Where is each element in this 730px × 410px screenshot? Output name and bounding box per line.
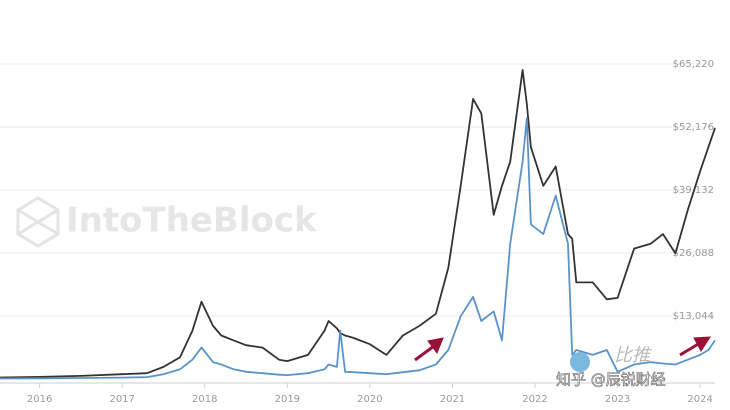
series-line xyxy=(0,117,716,380)
x-tick-label: 2024 xyxy=(687,394,712,405)
x-tick-label: 2017 xyxy=(109,394,134,405)
x-tick-label: 2022 xyxy=(522,394,547,405)
x-tick-label: 2016 xyxy=(27,394,52,405)
y-tick-label: $65,220 xyxy=(673,59,714,70)
arrow xyxy=(414,336,711,362)
y-tick-label: $26,088 xyxy=(673,248,714,259)
x-tick-label: 2023 xyxy=(605,394,630,405)
watermark: IntoTheBlock xyxy=(66,201,318,241)
logo-icon xyxy=(16,196,60,248)
x-tick-label: 2018 xyxy=(192,394,217,405)
x-tick-label: 2020 xyxy=(357,394,382,405)
watermark: 知乎 @辰锐财经 xyxy=(556,371,666,389)
series-line xyxy=(0,69,716,379)
watermark: 比推 xyxy=(614,345,652,366)
y-tick-label: $52,176 xyxy=(673,122,714,133)
y-tick-label: $13,044 xyxy=(673,311,714,322)
mascot-icon xyxy=(570,352,590,372)
x-tick-label: 2019 xyxy=(275,394,300,405)
x-tick-label: 2021 xyxy=(440,394,465,405)
